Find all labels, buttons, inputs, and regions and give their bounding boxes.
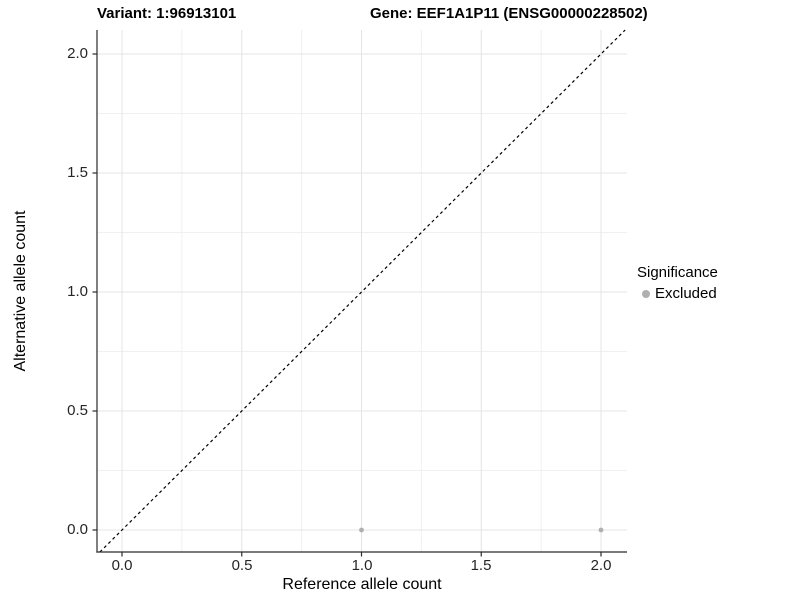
- legend-key-dot-icon: [642, 289, 650, 298]
- legend-item-excluded: Excluded: [637, 285, 718, 302]
- y-tick-label: 0.0: [67, 521, 88, 538]
- y-axis-title: Alternative allele count: [12, 210, 29, 372]
- variant-title: Variant: 1:96913101: [97, 5, 237, 22]
- data-point: [598, 527, 604, 533]
- gene-title: Gene: EEF1A1P11 (ENSG00000228502): [370, 5, 648, 22]
- x-axis-title: Reference allele count: [282, 576, 442, 593]
- x-tick-label: 1.0: [351, 557, 373, 574]
- y-tick-label: 1.0: [67, 283, 88, 300]
- y-tick-label: 1.5: [67, 164, 88, 181]
- data-point: [359, 527, 364, 533]
- x-tick-label: 0.0: [111, 557, 133, 574]
- identity-reference-line: [99, 29, 626, 553]
- x-tick-label: 1.5: [470, 557, 492, 574]
- legend-title: Significance: [637, 264, 718, 281]
- x-tick-label: 0.5: [231, 557, 253, 574]
- y-tick-label: 2.0: [67, 45, 88, 62]
- y-tick-label: 0.5: [67, 402, 88, 419]
- legend: Significance Excluded: [637, 264, 718, 302]
- legend-item-label: Excluded: [655, 285, 717, 302]
- x-tick-label: 2.0: [590, 557, 612, 574]
